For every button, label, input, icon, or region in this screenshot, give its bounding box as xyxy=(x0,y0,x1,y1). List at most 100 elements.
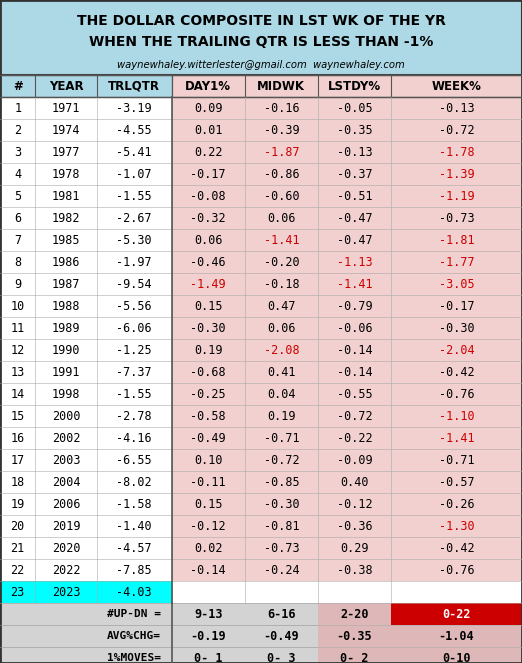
Text: -0.71: -0.71 xyxy=(438,453,474,467)
Text: -0.19: -0.19 xyxy=(191,629,226,642)
Text: 2019: 2019 xyxy=(52,520,80,532)
Text: -5.30: -5.30 xyxy=(116,233,152,247)
Text: -1.77: -1.77 xyxy=(438,255,474,269)
Text: 0.06: 0.06 xyxy=(194,233,222,247)
Text: 0.04: 0.04 xyxy=(267,387,295,400)
Bar xyxy=(0,119,172,141)
Bar xyxy=(172,339,522,361)
Text: -0.86: -0.86 xyxy=(264,168,299,180)
Text: 1990: 1990 xyxy=(52,343,80,357)
Bar xyxy=(0,603,522,625)
Text: -1.41: -1.41 xyxy=(438,432,474,444)
Bar xyxy=(172,295,522,317)
Text: waynewhaley.witterlester@gmail.com  waynewhaley.com: waynewhaley.witterlester@gmail.com wayne… xyxy=(117,60,405,70)
Text: -0.14: -0.14 xyxy=(337,365,372,379)
Text: 23: 23 xyxy=(10,585,25,599)
Text: 0- 3: 0- 3 xyxy=(267,652,295,663)
Text: 3: 3 xyxy=(14,145,21,158)
Text: 0.06: 0.06 xyxy=(267,322,295,335)
Bar xyxy=(172,185,522,207)
Text: -0.08: -0.08 xyxy=(191,190,226,202)
Text: 1982: 1982 xyxy=(52,211,80,225)
Text: -0.79: -0.79 xyxy=(337,300,372,312)
Text: 1998: 1998 xyxy=(52,387,80,400)
Text: TRLQTR: TRLQTR xyxy=(108,80,160,93)
Text: 6: 6 xyxy=(14,211,21,225)
Text: 1974: 1974 xyxy=(52,123,80,137)
Text: -6.55: -6.55 xyxy=(116,453,152,467)
Bar xyxy=(0,493,172,515)
Text: -5.56: -5.56 xyxy=(116,300,152,312)
Text: 2000: 2000 xyxy=(52,410,80,422)
Text: DAY1%: DAY1% xyxy=(185,80,231,93)
Text: -0.18: -0.18 xyxy=(264,278,299,290)
Text: 2022: 2022 xyxy=(52,564,80,577)
Text: #: # xyxy=(13,80,22,93)
Bar xyxy=(0,625,522,647)
Text: AVG%CHG=: AVG%CHG= xyxy=(107,631,161,641)
Bar xyxy=(0,515,172,537)
Text: 19: 19 xyxy=(10,497,25,511)
Text: 17: 17 xyxy=(10,453,25,467)
Text: #UP-DN =: #UP-DN = xyxy=(107,609,161,619)
Text: THE DOLLAR COMPOSITE IN LST WK OF THE YR: THE DOLLAR COMPOSITE IN LST WK OF THE YR xyxy=(77,14,445,28)
Text: -0.51: -0.51 xyxy=(337,190,372,202)
Text: -0.37: -0.37 xyxy=(337,168,372,180)
Bar xyxy=(0,427,172,449)
Text: 1989: 1989 xyxy=(52,322,80,335)
Text: 1971: 1971 xyxy=(52,101,80,115)
Text: -1.30: -1.30 xyxy=(438,520,474,532)
Bar xyxy=(391,603,522,625)
Text: -0.38: -0.38 xyxy=(337,564,372,577)
Text: -0.30: -0.30 xyxy=(438,322,474,335)
Text: -0.17: -0.17 xyxy=(191,168,226,180)
Text: 9: 9 xyxy=(14,278,21,290)
Text: -0.76: -0.76 xyxy=(438,387,474,400)
Text: -0.11: -0.11 xyxy=(191,475,226,489)
Text: 8: 8 xyxy=(14,255,21,269)
Text: -0.36: -0.36 xyxy=(337,520,372,532)
Text: -5.41: -5.41 xyxy=(116,145,152,158)
Text: -1.78: -1.78 xyxy=(438,145,474,158)
Text: -1.55: -1.55 xyxy=(116,190,152,202)
Text: -0.72: -0.72 xyxy=(337,410,372,422)
Text: -4.55: -4.55 xyxy=(116,123,152,137)
Bar xyxy=(0,559,172,581)
Text: 0.01: 0.01 xyxy=(194,123,222,137)
Text: 2002: 2002 xyxy=(52,432,80,444)
Text: -0.30: -0.30 xyxy=(191,322,226,335)
Bar xyxy=(0,163,172,185)
Bar xyxy=(0,647,522,663)
Text: 0.19: 0.19 xyxy=(194,343,222,357)
Text: 12: 12 xyxy=(10,343,25,357)
Text: -0.09: -0.09 xyxy=(337,453,372,467)
Text: -0.73: -0.73 xyxy=(438,211,474,225)
Bar xyxy=(0,383,172,405)
Text: YEAR: YEAR xyxy=(49,80,84,93)
Bar xyxy=(172,251,522,273)
Text: -0.12: -0.12 xyxy=(191,520,226,532)
Text: WHEN THE TRAILING QTR IS LESS THAN -1%: WHEN THE TRAILING QTR IS LESS THAN -1% xyxy=(89,35,433,49)
Text: 1991: 1991 xyxy=(52,365,80,379)
Text: 9-13: 9-13 xyxy=(194,607,222,621)
Text: -7.37: -7.37 xyxy=(116,365,152,379)
Text: -1.07: -1.07 xyxy=(116,168,152,180)
Text: -0.72: -0.72 xyxy=(264,453,299,467)
Bar xyxy=(0,471,172,493)
Text: 2023: 2023 xyxy=(52,585,80,599)
Text: 0.41: 0.41 xyxy=(267,365,295,379)
Text: -1.55: -1.55 xyxy=(116,387,152,400)
Bar xyxy=(172,537,522,559)
Text: 10: 10 xyxy=(10,300,25,312)
Text: -0.81: -0.81 xyxy=(264,520,299,532)
Text: 1981: 1981 xyxy=(52,190,80,202)
Text: 21: 21 xyxy=(10,542,25,554)
Text: -1.49: -1.49 xyxy=(191,278,226,290)
Text: 11: 11 xyxy=(10,322,25,335)
Text: -1.41: -1.41 xyxy=(264,233,299,247)
Text: LSTDY%: LSTDY% xyxy=(328,80,381,93)
Bar xyxy=(0,537,172,559)
Bar xyxy=(318,603,522,625)
Bar xyxy=(0,185,172,207)
Text: -0.14: -0.14 xyxy=(191,564,226,577)
